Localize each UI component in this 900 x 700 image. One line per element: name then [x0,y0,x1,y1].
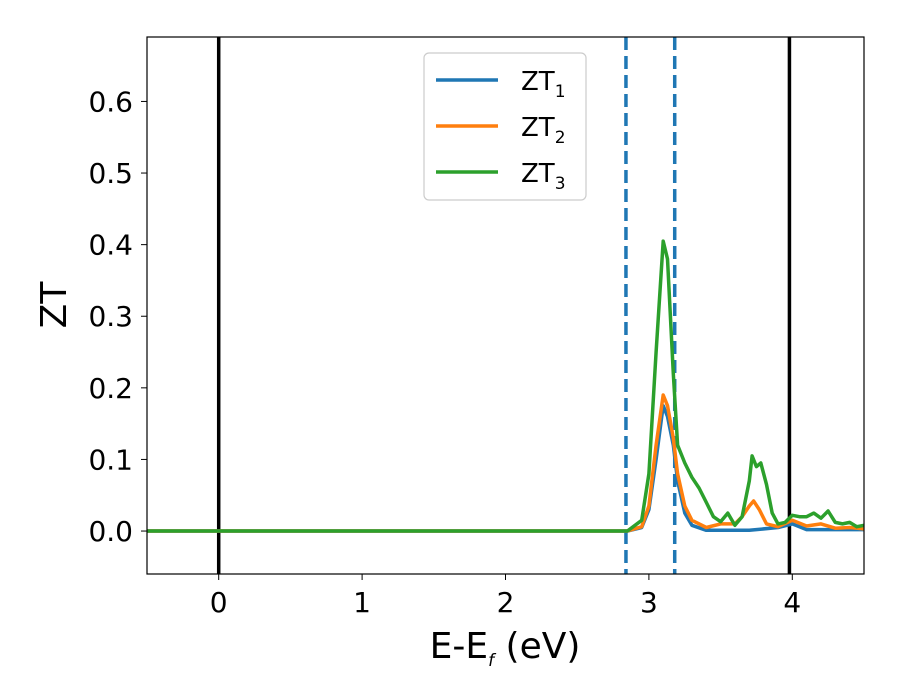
x-tick-label: 2 [497,586,515,619]
legend-label-zt3: ZT3 [521,159,566,194]
y-tick-label: 0.2 [88,372,133,405]
x-tick-label: 4 [783,586,801,619]
legend-label-subscript: 2 [555,128,566,148]
legend-label-main: ZT [521,67,555,97]
y-tick-label: 0.6 [88,85,133,118]
series-line-zt2 [147,393,864,533]
legend-label-zt2: ZT2 [521,113,566,148]
legend-label-subscript: 1 [555,82,566,102]
series-line-zt1 [147,403,864,533]
legend-label-main: ZT [521,159,555,189]
legend-frame [423,52,587,201]
y-tick-label: 0.5 [88,157,133,190]
x-tick-label: 1 [353,586,371,619]
legend-label-zt1: ZT1 [521,67,566,102]
y-tick-label: 0.3 [88,300,133,333]
axes-frame [146,36,865,575]
y-tick-label: 0.1 [88,443,133,476]
y-tick-label: 0.4 [88,229,133,262]
x-axis-label: E-Ef (eV) [430,626,581,671]
y-tick-label: 0.0 [88,515,133,548]
y-axis-label: ZT [34,281,75,329]
plot-area: 0 1 2 3 4 0.0 0.1 0.2 0.3 0.4 0.5 0.6 [88,36,865,619]
series-line-zt3 [147,239,864,533]
x-tick-label: 3 [640,586,658,619]
legend-label-main: ZT [521,113,555,143]
x-tick-label: 0 [210,586,228,619]
legend-label-subscript: 3 [555,174,566,194]
